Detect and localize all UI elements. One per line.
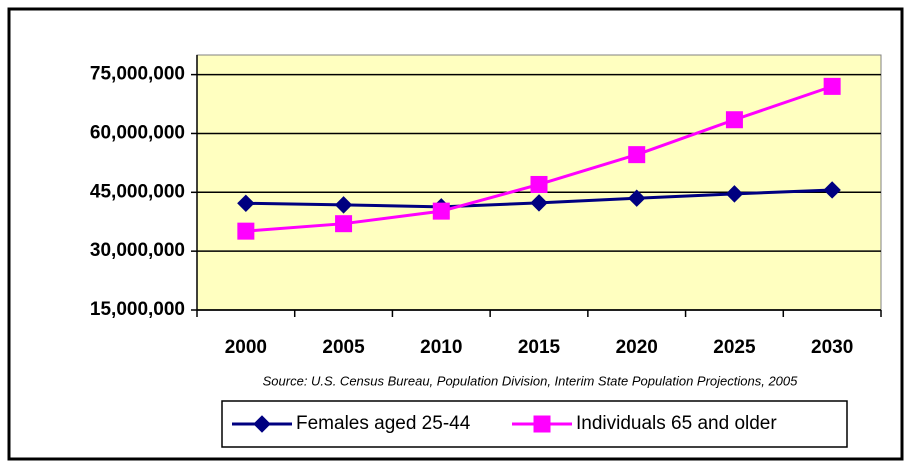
data-point: [530, 175, 548, 193]
data-point: [823, 77, 841, 95]
x-tick-label: 2020: [616, 337, 658, 358]
data-point: [725, 111, 743, 129]
x-tick-label: 2030: [811, 337, 853, 358]
x-tick-label: 2005: [322, 337, 365, 358]
legend-label: Females aged 25-44: [296, 413, 471, 434]
data-point: [530, 194, 548, 212]
legend-marker: [253, 415, 271, 433]
data-point: [237, 194, 255, 212]
y-tick-label: 30,000,000: [90, 240, 185, 261]
data-point: [628, 146, 646, 164]
data-point: [823, 181, 841, 199]
x-tick-label: 2015: [518, 337, 561, 358]
source-note: Source: U.S. Census Bureau, Population D…: [263, 373, 799, 388]
x-tick-label: 2010: [420, 337, 462, 358]
y-tick-label: 45,000,000: [90, 181, 185, 202]
data-point: [432, 202, 450, 220]
data-point: [334, 196, 353, 214]
y-tick-label: 60,000,000: [90, 122, 185, 143]
data-point: [335, 215, 353, 233]
legend-label: Individuals 65 and older: [576, 413, 777, 434]
data-point: [628, 189, 646, 207]
legend-marker: [533, 415, 551, 433]
y-tick-label: 75,000,000: [90, 64, 185, 85]
data-point: [725, 185, 744, 203]
y-tick-label: 15,000,000: [90, 299, 185, 320]
data-point: [237, 222, 255, 240]
x-tick-label: 2025: [713, 337, 756, 358]
x-tick-label: 2000: [225, 337, 267, 358]
